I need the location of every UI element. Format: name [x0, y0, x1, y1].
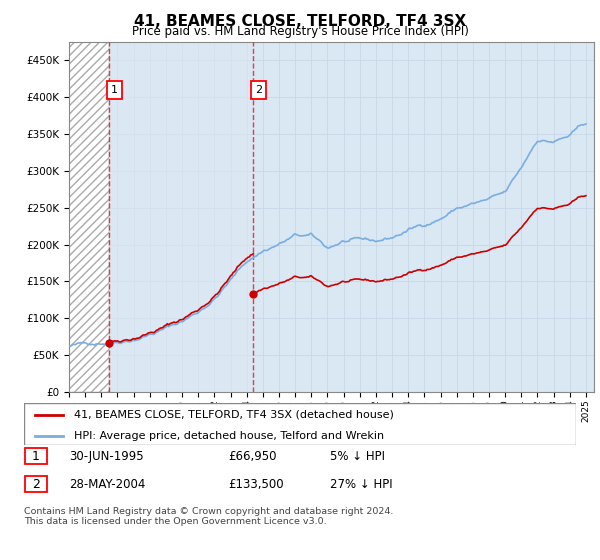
FancyBboxPatch shape	[25, 477, 47, 492]
Text: 41, BEAMES CLOSE, TELFORD, TF4 3SX: 41, BEAMES CLOSE, TELFORD, TF4 3SX	[134, 14, 466, 29]
FancyBboxPatch shape	[25, 449, 47, 464]
Text: Price paid vs. HM Land Registry's House Price Index (HPI): Price paid vs. HM Land Registry's House …	[131, 25, 469, 38]
Text: 41, BEAMES CLOSE, TELFORD, TF4 3SX (detached house): 41, BEAMES CLOSE, TELFORD, TF4 3SX (deta…	[74, 410, 394, 420]
Text: 2: 2	[32, 478, 40, 491]
Text: 1: 1	[32, 450, 40, 463]
Text: 30-JUN-1995: 30-JUN-1995	[69, 450, 143, 463]
Bar	[69, 42, 109, 392]
Text: HPI: Average price, detached house, Telford and Wrekin: HPI: Average price, detached house, Telf…	[74, 431, 384, 441]
Text: £66,950: £66,950	[228, 450, 277, 463]
Text: 1: 1	[111, 85, 118, 95]
Text: £133,500: £133,500	[228, 478, 284, 491]
Bar	[69, 42, 109, 392]
Text: Contains HM Land Registry data © Crown copyright and database right 2024.
This d: Contains HM Land Registry data © Crown c…	[24, 507, 394, 526]
Bar	[109, 42, 253, 392]
Text: 5% ↓ HPI: 5% ↓ HPI	[330, 450, 385, 463]
Text: 28-MAY-2004: 28-MAY-2004	[69, 478, 145, 491]
Text: 2: 2	[255, 85, 262, 95]
FancyBboxPatch shape	[24, 403, 576, 445]
Text: 27% ↓ HPI: 27% ↓ HPI	[330, 478, 392, 491]
